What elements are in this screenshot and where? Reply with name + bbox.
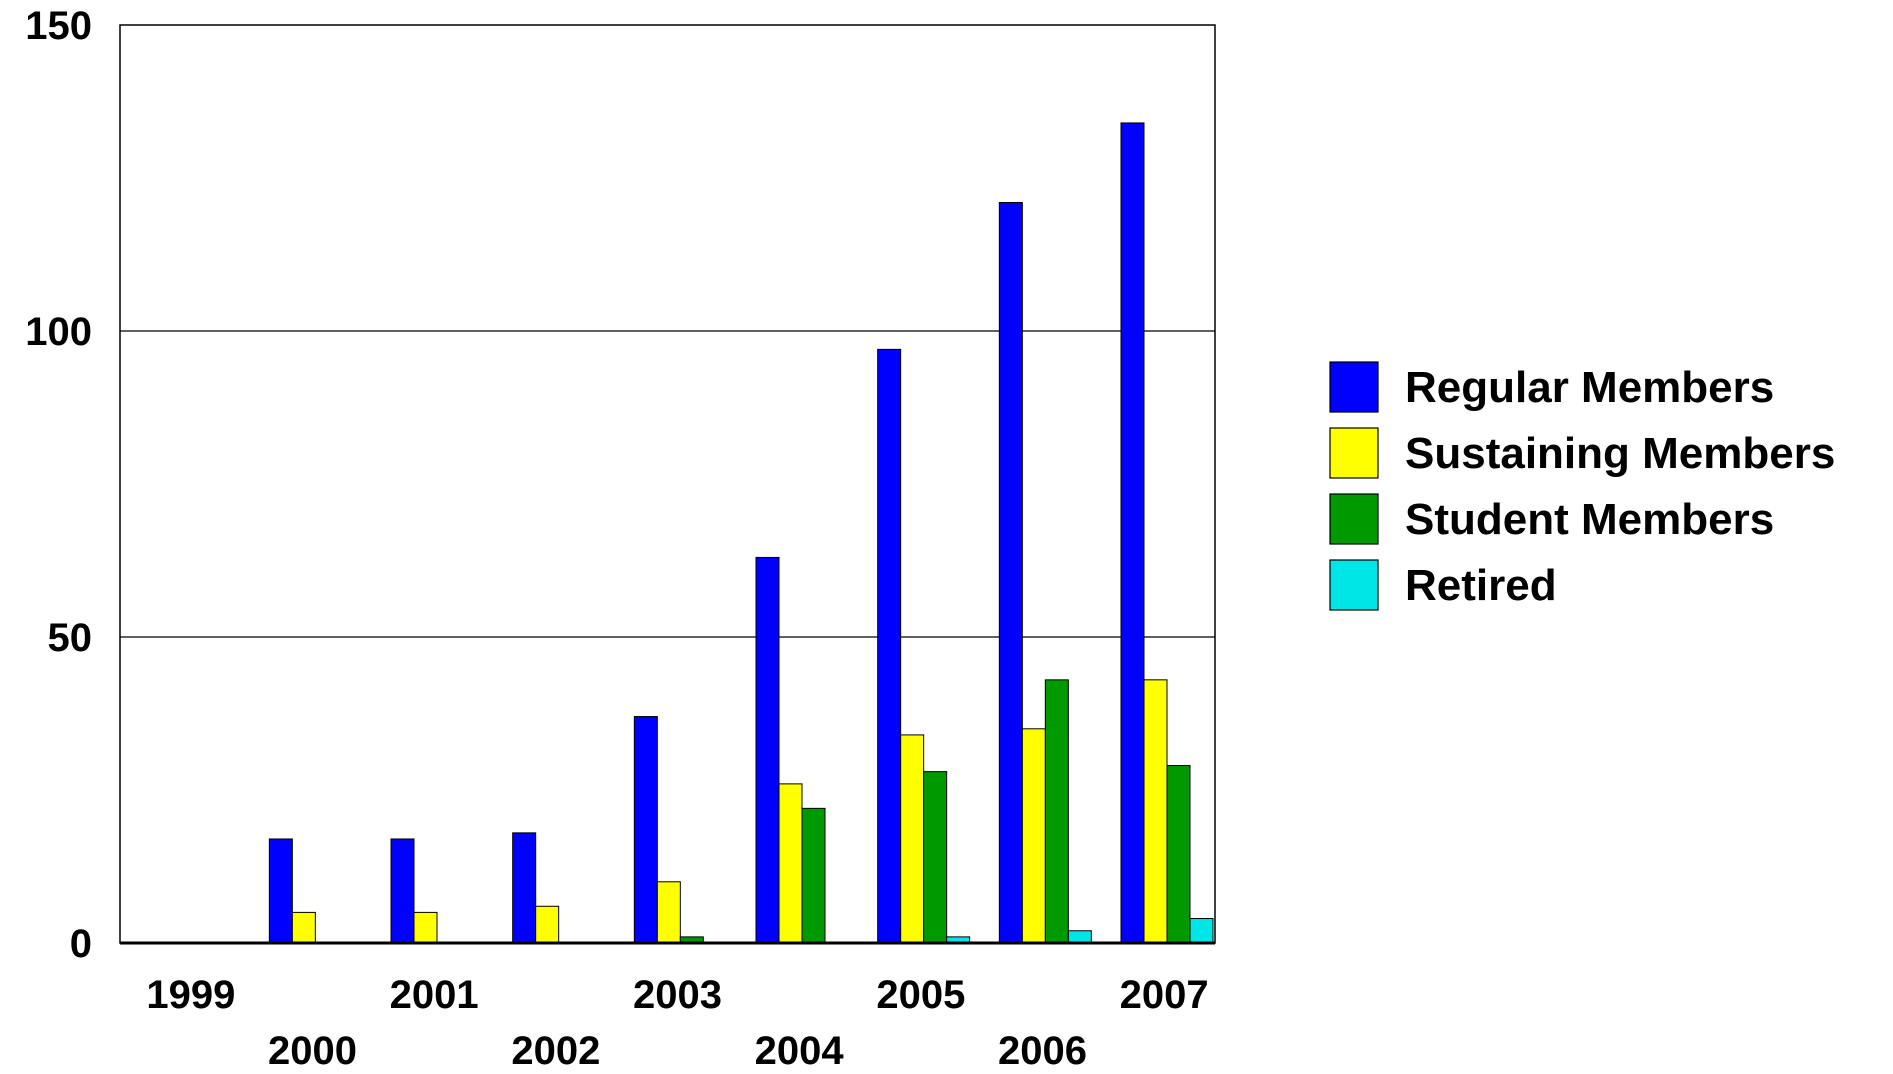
x-tick-label-2000: 2000: [268, 1029, 357, 1073]
bar-regular-members-2006: [998, 201, 1023, 944]
bar-retired-2006: [1067, 930, 1092, 944]
bar-regular-members-2000: [268, 838, 293, 944]
bar-student-members-2004: [801, 807, 826, 944]
bar-sustaining-members-2000: [291, 911, 316, 944]
x-tick-label-2004: 2004: [755, 1029, 845, 1073]
legend-label-regular-members: Regular Members: [1405, 363, 1774, 412]
x-tick-label-2003: 2003: [633, 973, 722, 1017]
x-tick-label-1999: 1999: [146, 973, 235, 1017]
bar-sustaining-members-2003: [656, 881, 681, 944]
bar-regular-members-2002: [512, 832, 537, 944]
bar-student-members-2007: [1166, 765, 1191, 944]
legend-swatch-regular-members: [1329, 361, 1379, 413]
legend-label-sustaining-members: Sustaining Members: [1405, 429, 1835, 478]
bar-sustaining-members-2005: [900, 734, 925, 944]
y-tick-label: 100: [25, 310, 92, 354]
bar-sustaining-members-2002: [535, 905, 560, 944]
bar-regular-members-2005: [877, 348, 902, 944]
x-tick-label-2001: 2001: [390, 973, 479, 1017]
bar-regular-members-2003: [633, 716, 658, 944]
bar-sustaining-members-2007: [1143, 679, 1168, 944]
legend-label-retired: Retired: [1405, 561, 1557, 610]
y-tick-labels: 0 50 100 150: [25, 4, 92, 966]
x-tick-labels: 1999 2000 2001 2002 2003 2004 2005 2006 2007: [146, 973, 1208, 1073]
legend: Regular Members Sustaining Members Student…: [1329, 361, 1835, 611]
y-tick-label: 0: [70, 922, 92, 966]
bars: [268, 122, 1214, 944]
bar-regular-members-2004: [755, 556, 780, 944]
y-tick-label: 150: [25, 4, 92, 48]
x-tick-label-2005: 2005: [876, 973, 965, 1017]
y-tick-label: 50: [48, 616, 93, 660]
legend-swatch-sustaining-members: [1329, 427, 1379, 479]
bar-student-members-2005: [923, 771, 948, 944]
bar-sustaining-members-2004: [778, 783, 803, 944]
x-tick-label-2002: 2002: [511, 1029, 600, 1073]
bar-regular-members-2001: [390, 838, 415, 944]
legend-swatch-retired: [1329, 559, 1379, 611]
legend-label-student-members: Student Members: [1405, 495, 1774, 544]
legend-swatch-student-members: [1329, 493, 1379, 545]
x-tick-label-2006: 2006: [998, 1029, 1087, 1073]
bar-sustaining-members-2006: [1021, 728, 1046, 944]
bar-student-members-2006: [1044, 679, 1069, 944]
gridlines: [120, 330, 1215, 638]
x-tick-label-2007: 2007: [1120, 973, 1209, 1017]
bar-sustaining-members-2001: [413, 911, 438, 944]
bar-retired-2007: [1189, 918, 1214, 944]
bar-regular-members-2007: [1120, 122, 1145, 944]
